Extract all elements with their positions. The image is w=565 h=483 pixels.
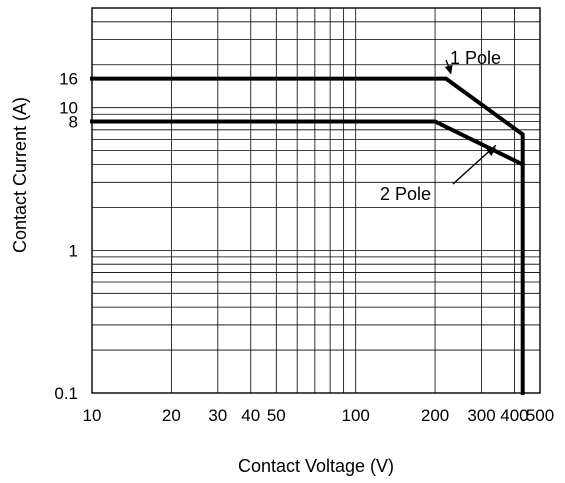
chart-series xyxy=(90,76,526,395)
x-tick-label: 300 xyxy=(467,406,495,425)
y-tick-label: 16 xyxy=(59,70,78,89)
x-tick-label: 30 xyxy=(208,406,227,425)
annotation-arrow-head-1 xyxy=(444,64,453,75)
series-annotations: 1 Pole 2 Pole xyxy=(380,48,501,204)
y-tick-label: 10 xyxy=(59,99,78,118)
y-tick-labels: 0.1 1 810 16 xyxy=(54,70,78,403)
x-axis-label: Contact Voltage (V) xyxy=(238,456,394,476)
x-tick-label: 50 xyxy=(267,406,286,425)
x-tick-label: 100 xyxy=(342,406,370,425)
x-tick-label: 500 xyxy=(526,406,554,425)
y-axis-label: Contact Current (A) xyxy=(10,97,30,253)
x-tick-label: 20 xyxy=(162,406,181,425)
annotation-label-2: 2 Pole xyxy=(380,184,431,204)
x-tick-label: 400 xyxy=(500,406,528,425)
series-line-1 xyxy=(90,76,525,395)
annotation-label-1: 1 Pole xyxy=(450,48,501,68)
y-tick-label: 0.1 xyxy=(54,384,78,403)
x-tick-label: 200 xyxy=(421,406,449,425)
series-line-2 xyxy=(90,119,526,168)
chart-grid xyxy=(92,8,540,393)
y-tick-label: 8 xyxy=(69,113,78,132)
annotation-arrow-head-2 xyxy=(486,147,496,157)
plot-frame xyxy=(91,7,541,394)
x-tick-label: 40 xyxy=(241,406,260,425)
y-tick-label: 1 xyxy=(69,241,78,260)
x-tick-label: 10 xyxy=(83,406,102,425)
